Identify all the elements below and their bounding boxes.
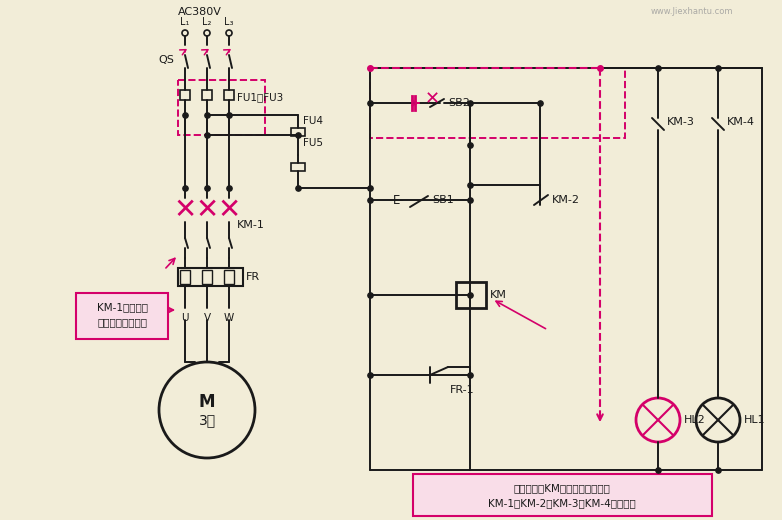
Text: QS: QS [158,55,174,65]
Text: HL2: HL2 [684,415,705,425]
Text: FU5: FU5 [303,138,323,148]
Text: SB1: SB1 [432,195,454,205]
Text: E-: E- [393,193,405,206]
Text: ✕: ✕ [217,196,241,224]
Text: KM-2: KM-2 [552,195,580,205]
Text: FU1～FU3: FU1～FU3 [237,92,283,102]
Text: L₂: L₂ [203,17,212,27]
Text: U: U [181,313,188,323]
Text: 3～: 3～ [199,413,216,427]
Text: W: W [224,313,234,323]
FancyBboxPatch shape [413,474,712,516]
Text: KM-1、KM-2、KM-3、KM-4全部复位: KM-1、KM-2、KM-3、KM-4全部复位 [488,498,636,508]
Text: HL1: HL1 [744,415,766,425]
Text: V: V [203,313,210,323]
Bar [202,90,212,100]
Text: ✕: ✕ [196,196,219,224]
Bar [224,90,234,100]
Bar [202,270,212,284]
Text: FR: FR [246,272,260,282]
Text: L₃: L₃ [224,17,234,27]
Text: 动机失电停止运转: 动机失电停止运转 [97,317,147,327]
FancyBboxPatch shape [76,293,168,339]
Bar [180,270,190,284]
Bar [180,90,190,100]
Bar [291,163,305,171]
Bar [224,270,234,284]
Text: ✕: ✕ [425,90,439,108]
Bar [456,282,486,308]
Bar [178,268,243,286]
Text: M: M [199,393,215,411]
Text: FU4: FU4 [303,116,323,126]
Text: KM: KM [490,290,507,300]
Text: KM-3: KM-3 [667,117,695,127]
Text: SB2: SB2 [448,98,470,108]
Text: AC380V: AC380V [178,7,222,17]
Text: L₁: L₁ [181,17,190,27]
Text: FR-1: FR-1 [450,385,475,395]
Text: KM-1: KM-1 [237,220,265,230]
Text: ✕: ✕ [174,196,196,224]
Text: 交流接触器KM线圈失电，其触点: 交流接触器KM线圈失电，其触点 [514,483,611,493]
Text: KM-4: KM-4 [727,117,755,127]
Text: KM-1断开，电: KM-1断开，电 [96,302,148,312]
Text: www.Jiexhantu.com: www.Jiexhantu.com [651,7,734,17]
Bar [291,128,305,136]
